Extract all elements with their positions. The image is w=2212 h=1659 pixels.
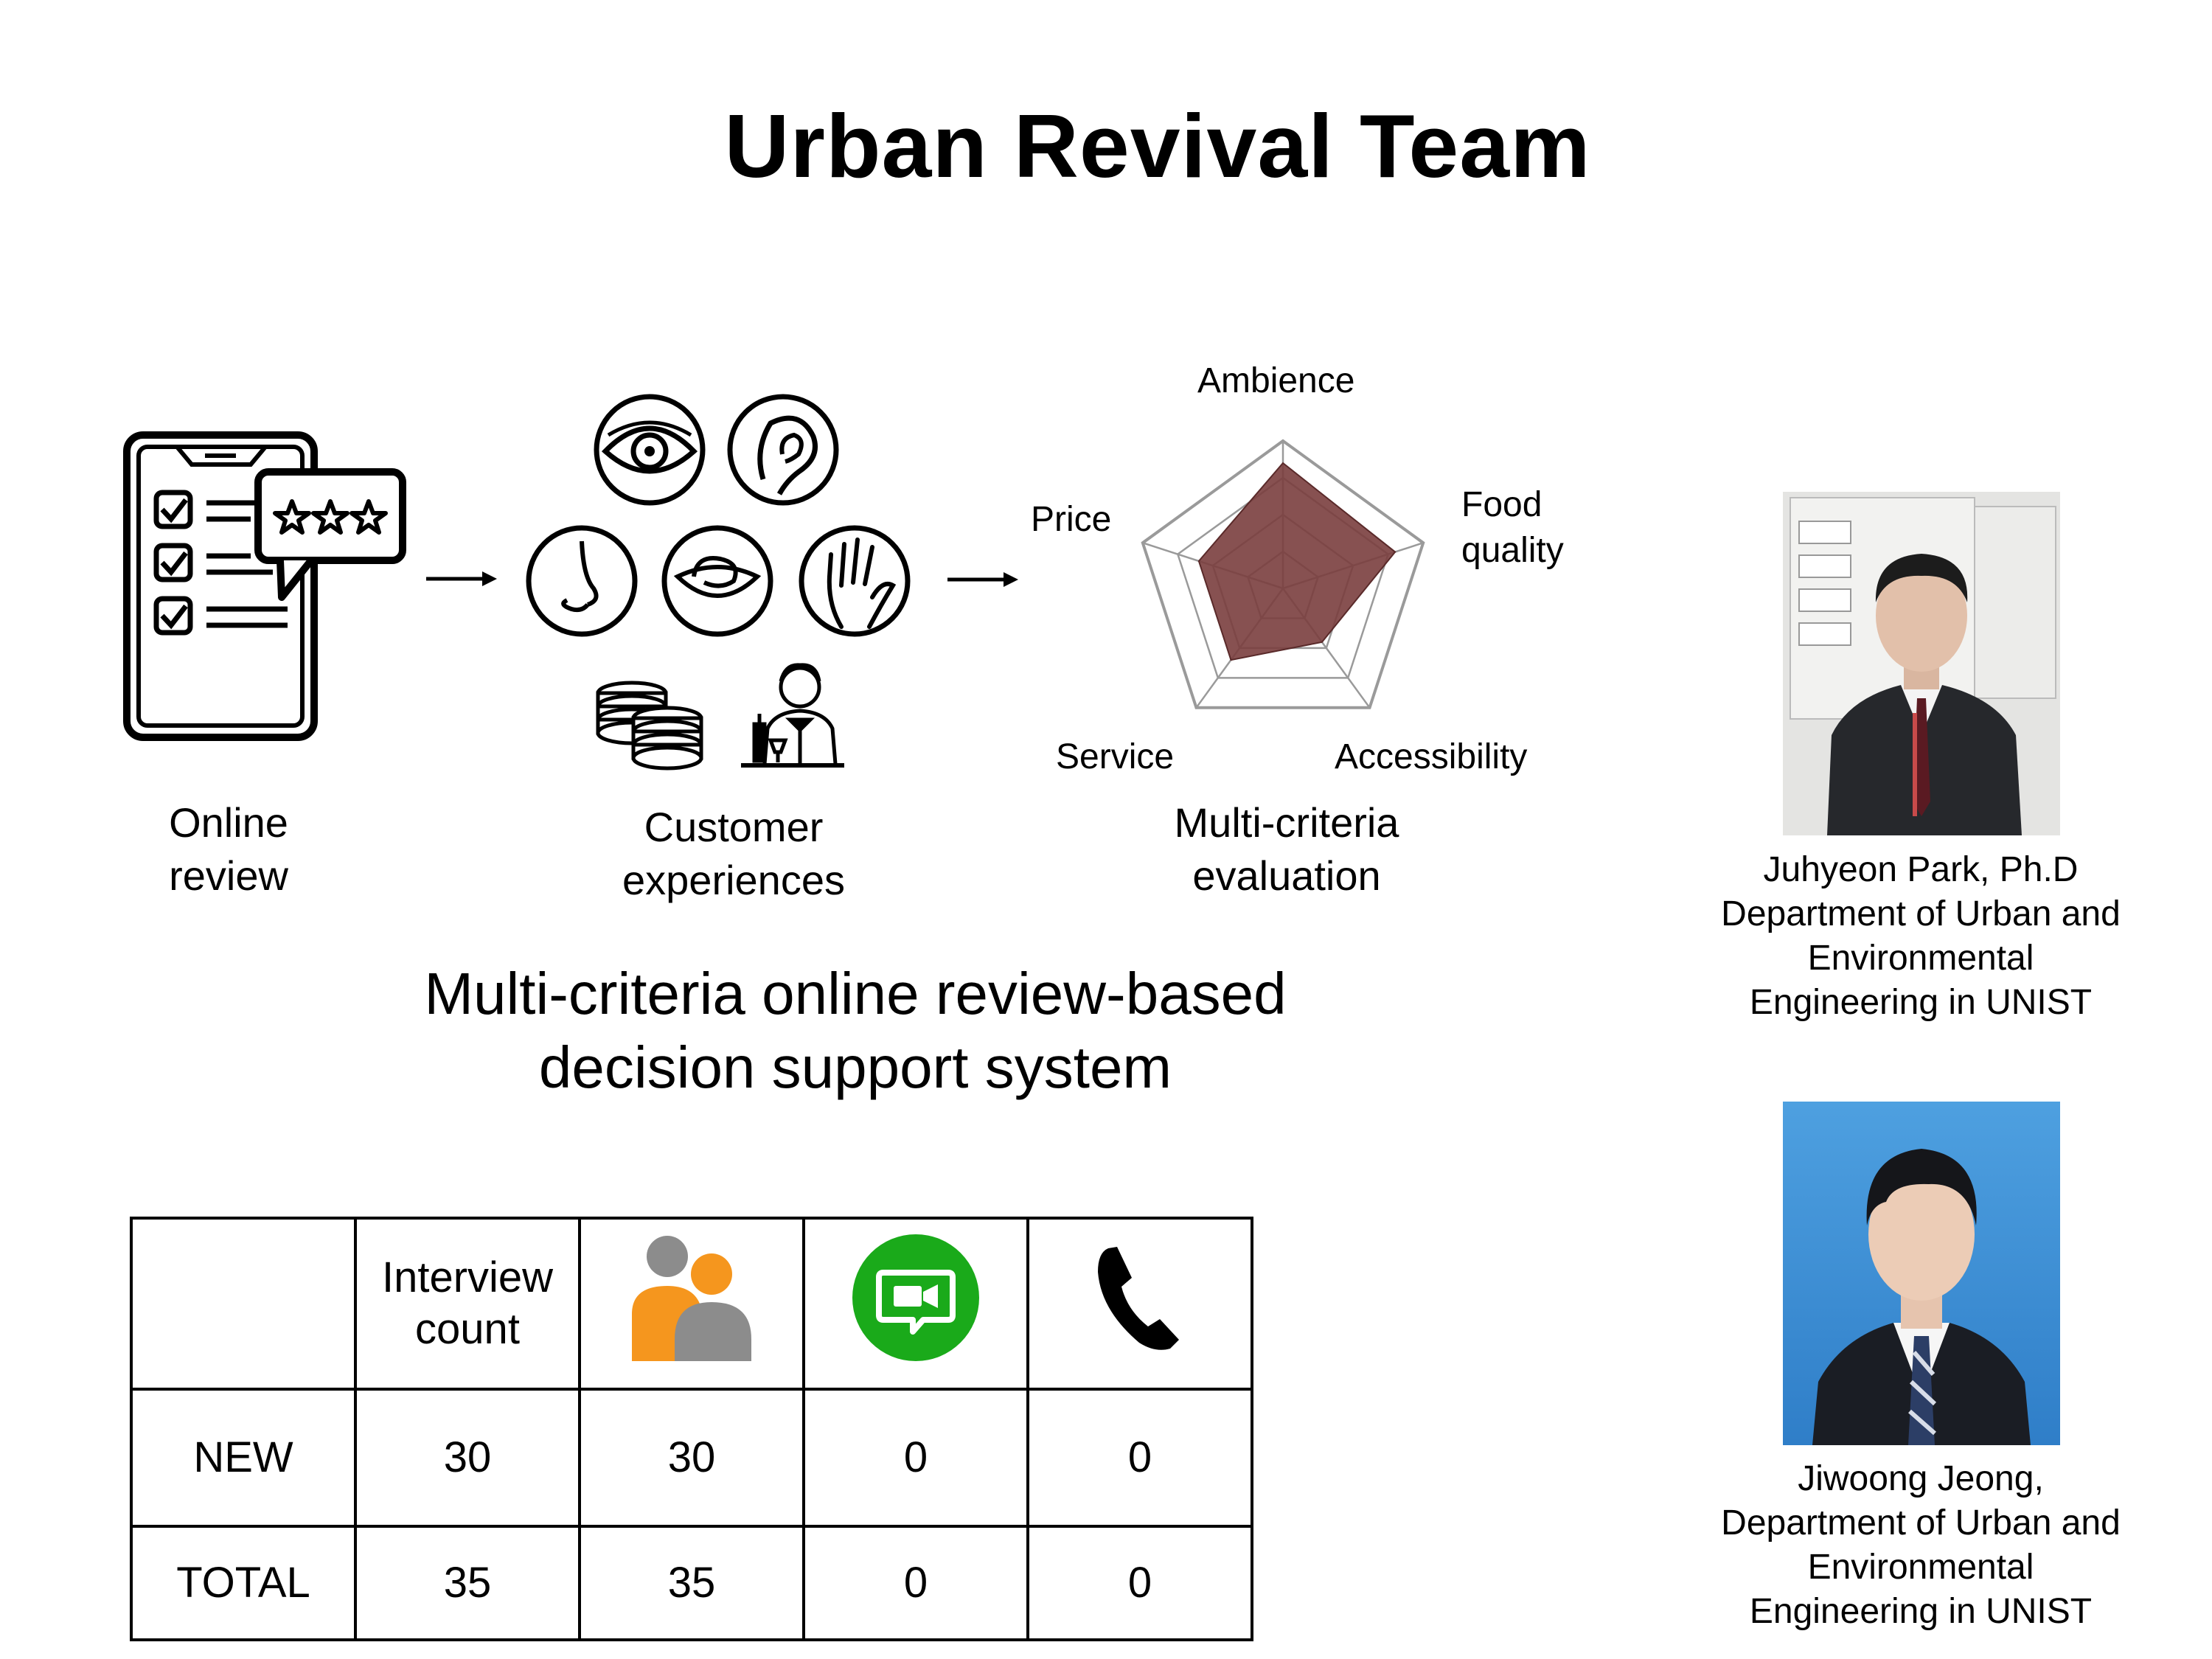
arrow-right-icon bbox=[947, 568, 1021, 591]
radar-label-accessibility: Accessibility bbox=[1335, 737, 1528, 776]
radar-label-service: Service bbox=[1056, 737, 1175, 776]
person-affiliation: Department of Urban and bbox=[1721, 1503, 2121, 1543]
person-affiliation: Engineering in UNIST bbox=[1749, 1592, 2093, 1631]
tongue-icon bbox=[661, 525, 773, 637]
interview-count-header: Interview count bbox=[354, 1217, 581, 1391]
caption-customer-experiences: Customer experiences bbox=[590, 801, 877, 907]
table-row: NEW 30 30 0 0 bbox=[130, 1388, 1253, 1528]
caption-line: Customer bbox=[644, 804, 824, 850]
radar-label-food-line2: quality bbox=[1461, 531, 1564, 570]
table-corner-cell bbox=[130, 1217, 357, 1391]
radar-label-price: Price bbox=[1031, 500, 1112, 539]
radar-series-area bbox=[1197, 462, 1397, 661]
subtitle-line: decision support system bbox=[538, 1034, 1172, 1100]
table-cell: 35 bbox=[354, 1525, 581, 1641]
table-cell: 30 bbox=[354, 1388, 581, 1528]
table-cell: 0 bbox=[802, 1525, 1029, 1641]
table-cell: 35 bbox=[578, 1525, 805, 1641]
online-review-icon bbox=[118, 420, 413, 745]
table-row: TOTAL 35 35 0 0 bbox=[130, 1525, 1253, 1641]
waiter-icon bbox=[741, 663, 844, 768]
table-header-row: Interview count bbox=[130, 1217, 1253, 1391]
video-chat-header bbox=[802, 1217, 1029, 1391]
customer-experiences-icon bbox=[520, 383, 918, 782]
row-label-total: TOTAL bbox=[130, 1525, 357, 1641]
people-header bbox=[578, 1217, 805, 1391]
person-caption-1: Juhyeon Park, Ph.D Department of Urban a… bbox=[1688, 848, 2153, 1025]
phone-header bbox=[1026, 1217, 1253, 1391]
table-cell: 30 bbox=[578, 1388, 805, 1528]
subtitle-line: Multi-criteria online review-based bbox=[424, 961, 1287, 1026]
ear-icon bbox=[727, 394, 839, 506]
person-affiliation: Engineering in UNIST bbox=[1749, 983, 2093, 1022]
caption-line: experiences bbox=[622, 857, 845, 903]
people-icon bbox=[629, 1231, 754, 1364]
caption-line: Multi-criteria bbox=[1174, 799, 1399, 846]
row-label-new: NEW bbox=[130, 1388, 357, 1528]
person-caption-2: Jiwoong Jeong, Department of Urban and E… bbox=[1688, 1457, 2153, 1634]
table-cell: 0 bbox=[1026, 1525, 1253, 1641]
radar-label-food: Food quality bbox=[1461, 482, 1564, 574]
table-cell: 0 bbox=[1026, 1388, 1253, 1528]
person-photo-1 bbox=[1783, 492, 2060, 835]
caption-online-review: Online review bbox=[118, 796, 339, 902]
radar-chart bbox=[1121, 420, 1445, 748]
person-affiliation: Environmental bbox=[1807, 939, 2034, 978]
caption-line: Online bbox=[169, 799, 288, 846]
interview-table: Interview count bbox=[130, 1217, 1253, 1641]
radar-grid-ring bbox=[1141, 439, 1425, 709]
video-chat-icon bbox=[851, 1233, 981, 1363]
page-title: Urban Revival Team bbox=[724, 96, 1591, 196]
caption-line: evaluation bbox=[1192, 852, 1381, 899]
person-name: Jiwoong Jeong, bbox=[1798, 1459, 2044, 1498]
nose-icon bbox=[526, 525, 638, 637]
header-line: count bbox=[415, 1305, 520, 1353]
radar-label-ambience: Ambience bbox=[1197, 361, 1355, 400]
system-subtitle: Multi-criteria online review-based decis… bbox=[339, 957, 1371, 1105]
person-name: Juhyeon Park, Ph.D bbox=[1763, 850, 2079, 889]
phone-icon bbox=[1092, 1242, 1188, 1353]
person-affiliation: Environmental bbox=[1807, 1548, 2034, 1587]
hand-icon bbox=[799, 525, 911, 637]
caption-line: review bbox=[169, 852, 288, 899]
radar-label-food-line1: Food bbox=[1461, 485, 1543, 524]
coins-icon bbox=[596, 681, 703, 771]
person-affiliation: Department of Urban and bbox=[1721, 894, 2121, 933]
header-line: Interview bbox=[381, 1253, 554, 1301]
person-photo-2 bbox=[1783, 1102, 2060, 1445]
table-cell: 0 bbox=[802, 1388, 1029, 1528]
caption-multi-criteria: Multi-criteria evaluation bbox=[1135, 796, 1438, 902]
eye-icon bbox=[594, 394, 706, 506]
arrow-right-icon bbox=[426, 568, 500, 590]
